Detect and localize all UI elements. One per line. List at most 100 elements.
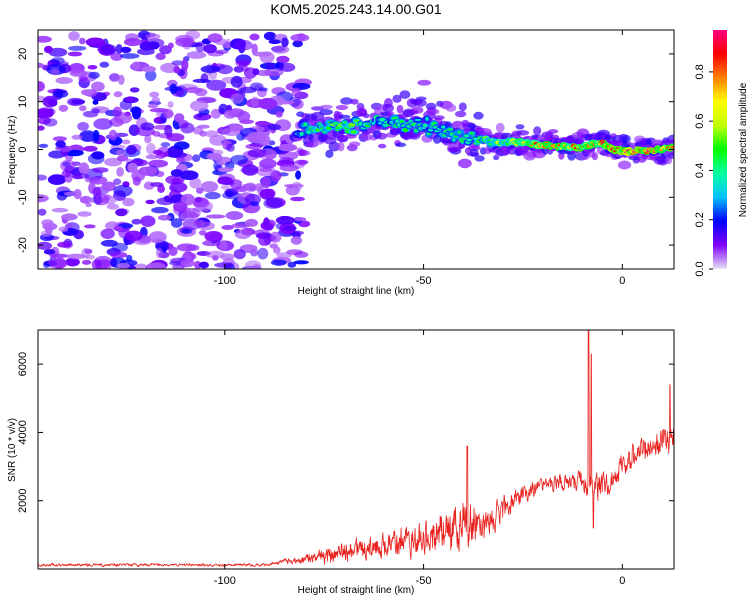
- spectrogram-noise-cell: [57, 241, 72, 248]
- spectrogram-noise-cell: [182, 207, 201, 219]
- spectrogram-noise-cell: [220, 253, 235, 261]
- spectrogram-noise-cell: [194, 260, 202, 269]
- spectrogram-noise-cell: [249, 33, 260, 41]
- spectrogram-noise-cell: [47, 174, 67, 185]
- spectrogram-noise-cell: [157, 214, 172, 221]
- spectrogram-noise-cell: [83, 224, 96, 229]
- spectrogram-halo-cell: [363, 113, 370, 119]
- spectrogram-noise-cell: [270, 259, 287, 266]
- spectrogram-noise-cell: [259, 158, 277, 169]
- spectrogram-noise-cell: [38, 81, 45, 92]
- snr-panel: -100 -50 0 2000 4000 6000 Height of straight …: [7, 329, 675, 596]
- spectrogram-noise-cell: [292, 40, 304, 48]
- spectrogram-halo-cell: [469, 148, 479, 157]
- spectrogram-noise-cell: [150, 182, 164, 187]
- spectrogram-noise-cell: [259, 188, 275, 200]
- spectrogram-signal-core: [463, 134, 470, 138]
- spectrogram-noise-cell: [110, 52, 123, 61]
- spectrogram-halo-cell: [515, 124, 525, 130]
- spectrogram-halo-cell: [411, 106, 424, 114]
- spectrogram-halo-cell: [516, 130, 530, 136]
- spectrogram-noise-cell: [136, 48, 155, 56]
- spectrogram-noise-cell: [205, 130, 219, 138]
- spectrogram-noise-cell: [204, 231, 223, 242]
- spectrogram-noise-cell: [192, 78, 211, 83]
- spectrogram-noise-cell: [147, 103, 158, 109]
- spectrogram-noise-cell: [200, 181, 219, 193]
- spectrogram-noise-cell: [229, 179, 243, 190]
- spectrogram-noise-cell: [210, 108, 221, 119]
- spectrogram-noise-cell: [166, 133, 185, 142]
- spectrogram-noise-cell: [38, 108, 54, 119]
- spectrogram-noise-cell: [42, 95, 58, 108]
- spectrogram-noise-cell: [110, 251, 128, 259]
- chart-title: KOM5.2025.243.14.00.G01: [270, 1, 441, 17]
- spectrogram-halo-cell: [473, 111, 484, 120]
- snr-y-tick-label: 2000: [17, 488, 29, 512]
- spectrogram-noise-cell: [173, 66, 180, 74]
- spectrogram-noise-cell: [193, 219, 205, 227]
- spectrogram-noise-cell: [282, 225, 297, 231]
- spectrogram-noise-cell: [225, 190, 234, 198]
- spectrogram-noise-cell: [118, 74, 125, 85]
- spectrogram-noise-cell: [92, 167, 109, 173]
- spectrogram-noise-cell: [239, 86, 257, 94]
- spectrogram-cells: [38, 30, 674, 269]
- spectrogram-noise-cell: [148, 231, 167, 243]
- spectrogram-noise-cell: [152, 149, 164, 155]
- spectrogram-noise-cell: [84, 176, 101, 183]
- spectrogram-noise-cell: [115, 44, 123, 54]
- spectrogram-noise-cell: [67, 51, 83, 57]
- spectrogram-halo-cell: [320, 104, 333, 109]
- spectrogram-noise-cell: [69, 69, 88, 77]
- spectrogram-noise-cell: [138, 166, 158, 176]
- spectrogram-noise-cell: [174, 113, 185, 123]
- spectrogram-x-tick-label: -100: [214, 275, 236, 287]
- spectrogram-noise-cell: [48, 47, 68, 57]
- spectrogram-noise-cell: [226, 143, 235, 152]
- spectrogram-noise-cell: [61, 169, 72, 178]
- spectrogram-noise-cell: [268, 39, 281, 45]
- spectrogram-noise-cell: [164, 124, 173, 137]
- spectrogram-noise-cell: [192, 154, 201, 162]
- spectrogram-noise-cell: [171, 60, 185, 66]
- spectrogram-halo-cell: [340, 97, 353, 105]
- spectrogram-noise-cell: [180, 259, 195, 268]
- spectrogram-noise-cell: [77, 121, 89, 131]
- spectrogram-noise-cell: [123, 38, 143, 47]
- spectrogram-noise-cell: [291, 87, 302, 98]
- snr-series-line: [38, 330, 674, 568]
- spectrogram-noise-cell: [85, 254, 96, 260]
- spectrogram-noise-cell: [130, 106, 142, 114]
- spectrogram-noise-cell: [77, 211, 92, 217]
- spectrogram-halo-cell: [396, 104, 404, 114]
- spectrogram-x-tick-label: -50: [416, 275, 432, 287]
- spectrogram-halo-cell: [319, 109, 333, 116]
- spectrogram-signal-core: [414, 118, 422, 122]
- spectrogram-halo-cell: [415, 96, 427, 101]
- spectrogram-noise-cell: [251, 43, 258, 55]
- spectrogram-signal-core: [332, 121, 339, 125]
- spectrogram-noise-cell: [112, 106, 123, 118]
- colorbar-tick-label: 0.4: [694, 163, 706, 178]
- spectrogram-halo-cell: [617, 160, 632, 170]
- spectrogram-noise-cell: [91, 108, 100, 114]
- snr-y-tick-label: 4000: [17, 420, 29, 444]
- spectrogram-noise-cell: [197, 113, 203, 118]
- spectrogram-noise-cell: [218, 240, 228, 252]
- spectrogram-noise-cell: [122, 197, 135, 207]
- spectrogram-noise-cell: [225, 211, 244, 220]
- spectrogram-noise-cell: [58, 104, 69, 112]
- spectrogram-noise-cell: [68, 45, 87, 51]
- spectrogram-signal-core: [379, 117, 386, 122]
- spectrogram-noise-cell: [145, 69, 157, 82]
- spectrogram-noise-cell: [38, 208, 47, 216]
- spectrogram-noise-cell: [223, 109, 237, 119]
- spectrogram-halo-cell: [417, 79, 432, 86]
- spectrogram-halo-cell: [433, 115, 445, 121]
- spectrogram-noise-cell: [263, 31, 277, 41]
- spectrogram-noise-cell: [145, 33, 161, 40]
- spectrogram-noise-cell: [205, 214, 226, 219]
